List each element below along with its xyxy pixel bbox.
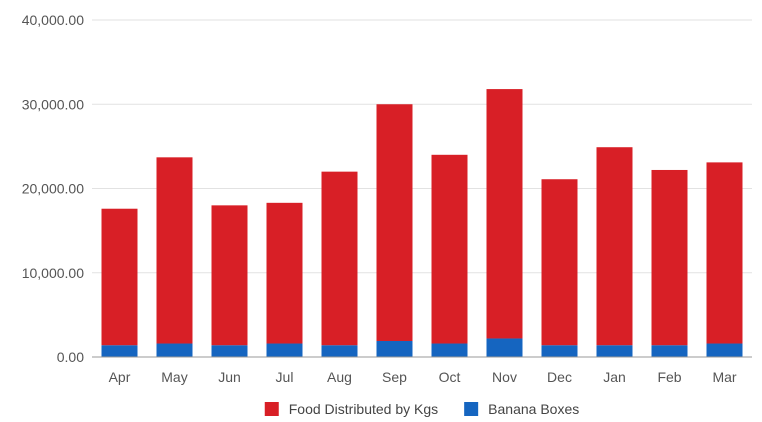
x-tick-label: Jul <box>276 369 294 385</box>
bar-banana-boxes-jul <box>266 343 303 357</box>
x-tick-label: Jan <box>603 369 626 385</box>
legend-swatch <box>464 402 479 416</box>
bar-banana-boxes-nov <box>486 338 523 357</box>
x-tick-label: Jun <box>218 369 241 385</box>
bar-food-distributed-by-kgs-mar <box>706 162 743 344</box>
legend-label: Food Distributed by Kgs <box>289 401 438 417</box>
x-axis-tick-labels: Apr May Jun Jul Aug Sep Oct Nov Dec Jan Feb Mar <box>109 369 737 385</box>
x-tick-label: Aug <box>327 369 352 385</box>
y-tick-label: 10,000.00 <box>22 265 84 281</box>
bar-banana-boxes-oct <box>431 343 468 357</box>
bar-food-distributed-by-kgs-aug <box>321 171 358 346</box>
bar-banana-boxes-jan <box>596 345 633 357</box>
legend-swatch <box>264 402 279 416</box>
bar-food-distributed-by-kgs-feb <box>651 169 688 346</box>
bar-food-distributed-by-kgs-sep <box>376 104 413 341</box>
y-tick-label: 30,000.00 <box>22 96 84 112</box>
bar-food-distributed-by-kgs-may <box>156 157 193 344</box>
y-tick-label: 20,000.00 <box>22 181 84 197</box>
legend: Food Distributed by Kgs Banana Boxes <box>264 401 579 417</box>
y-tick-label: 0.00 <box>57 349 84 365</box>
grid-lines <box>92 19 752 274</box>
bar-food-distributed-by-kgs-nov <box>486 89 523 339</box>
bars <box>101 89 743 357</box>
bar-banana-boxes-may <box>156 343 193 357</box>
x-tick-label: Sep <box>382 369 407 385</box>
legend-item: Food Distributed by Kgs <box>264 401 438 417</box>
x-tick-label: Nov <box>492 369 517 385</box>
bar-banana-boxes-sep <box>376 340 413 357</box>
bar-banana-boxes-aug <box>321 345 358 357</box>
x-tick-label: Oct <box>439 369 461 385</box>
bar-banana-boxes-apr <box>101 345 138 357</box>
bar-food-distributed-by-kgs-jul <box>266 202 303 344</box>
bar-banana-boxes-feb <box>651 345 688 357</box>
bar-food-distributed-by-kgs-oct <box>431 154 468 344</box>
x-tick-label: Apr <box>109 369 131 385</box>
y-axis-tick-labels: 0.00 10,000.00 20,000.00 30,000.00 40,000.00 <box>22 12 85 365</box>
bar-food-distributed-by-kgs-jun <box>211 205 248 346</box>
bar-food-distributed-by-kgs-apr <box>101 208 138 346</box>
legend-label: Banana Boxes <box>488 401 579 417</box>
bar-banana-boxes-jun <box>211 345 248 357</box>
bar-banana-boxes-dec <box>541 345 578 357</box>
y-tick-label: 40,000.00 <box>22 12 84 28</box>
x-tick-label: Feb <box>657 369 681 385</box>
legend-item: Banana Boxes <box>464 401 579 417</box>
x-tick-label: May <box>161 369 187 385</box>
bar-food-distributed-by-kgs-jan <box>596 147 633 346</box>
bar-food-distributed-by-kgs-dec <box>541 179 578 346</box>
x-tick-label: Mar <box>712 369 736 385</box>
bar-banana-boxes-mar <box>706 343 743 357</box>
x-tick-label: Dec <box>547 369 572 385</box>
